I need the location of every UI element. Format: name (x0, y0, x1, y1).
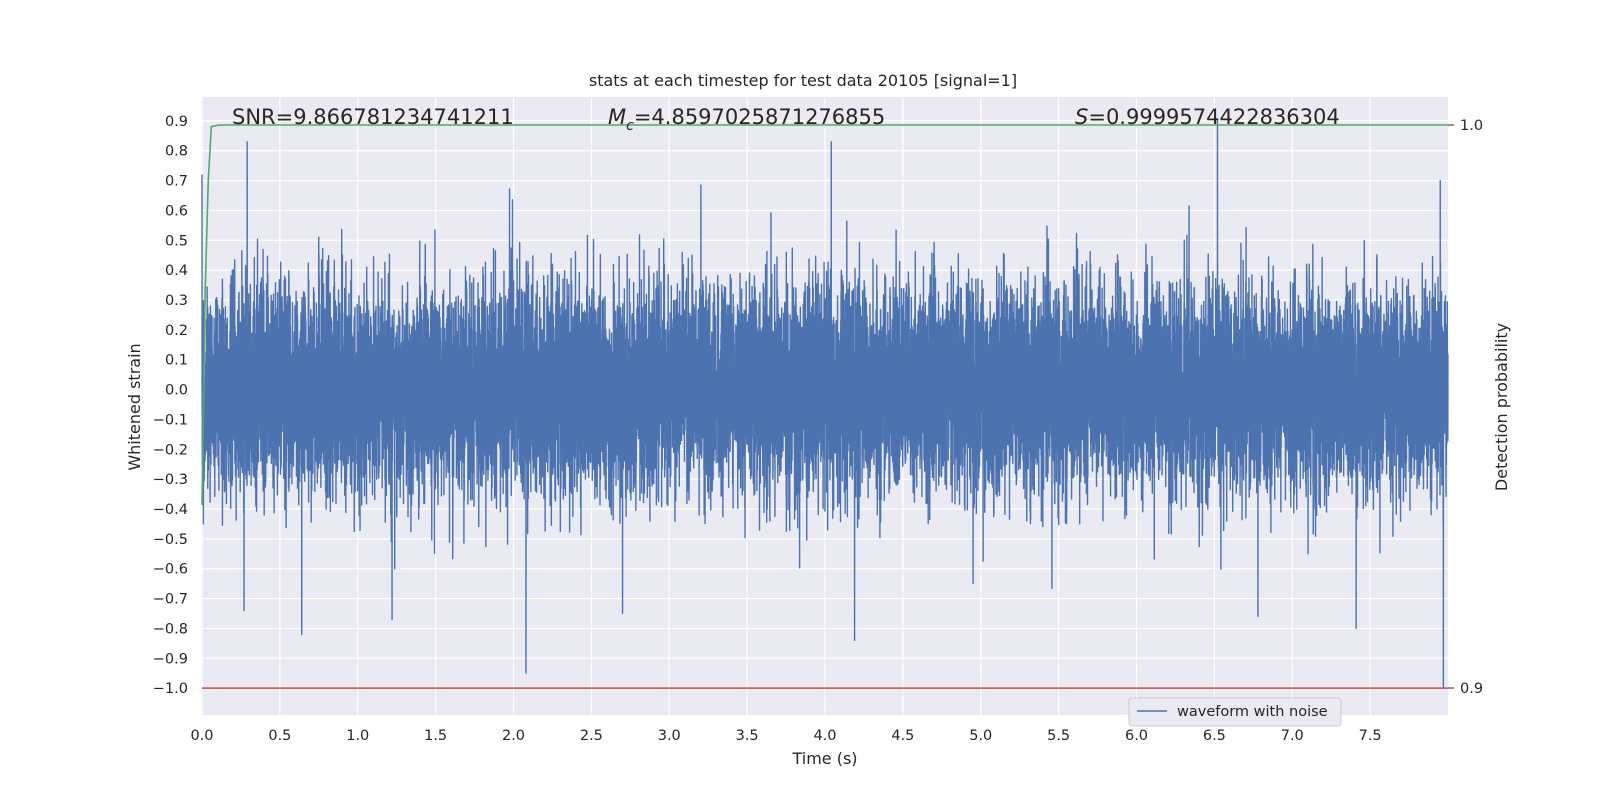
y-tick-label: −0.8 (153, 621, 188, 637)
chirp-mass-annotation: Mc=4.8597025871276855 (608, 105, 885, 134)
s-annotation: S=0.9999574422836304 (1075, 105, 1340, 129)
legend-label: waveform with noise (1177, 704, 1328, 720)
legend: waveform with noise (1128, 697, 1342, 727)
x-tick-label: 1.5 (424, 728, 447, 744)
y-tick-label: −0.4 (153, 502, 188, 518)
x-tick-label: 7.0 (1281, 728, 1304, 744)
y-axis-ticks: 0.9 0.8 0.7 0.6 0.5 0.4 0.3 0.2 0.1 0.0 −0.1 −0.2 −0… (153, 114, 188, 697)
snr-annotation: SNR=9.866781234741211 (232, 105, 514, 129)
y-tick-label: −0.6 (153, 562, 188, 578)
y-tick-label: 0.2 (165, 323, 188, 339)
x-tick-label: 2.0 (502, 728, 525, 744)
x-tick-label: 5.0 (969, 728, 992, 744)
x-tick-label: 5.5 (1047, 728, 1070, 744)
y-tick-label: 0.7 (165, 174, 188, 190)
x-tick-label: 0.5 (268, 728, 291, 744)
x-tick-label: 3.5 (736, 728, 759, 744)
x-axis-ticks: 0.0 0.5 1.0 1.5 2.0 2.5 3.0 3.5 4.0 4.5 5.0 5.5 6.0 6… (190, 728, 1381, 744)
x-tick-label: 6.0 (1125, 728, 1148, 744)
y2-axis-label: Detection probability (1492, 323, 1511, 491)
y-tick-label: 0.9 (165, 114, 188, 130)
x-tick-label: 6.5 (1203, 728, 1226, 744)
y2-axis-ticks: 1.0 0.9 (1448, 118, 1483, 697)
y-tick-label: 0.4 (165, 263, 188, 279)
waveform-line (201, 120, 1449, 689)
x-tick-label: 4.0 (813, 728, 836, 744)
y-tick-label: −0.2 (153, 442, 188, 458)
x-tick-label: 2.5 (580, 728, 603, 744)
y-tick-label: 0.8 (165, 144, 188, 160)
y-tick-label: −0.9 (153, 651, 188, 667)
y-tick-label: 0.3 (165, 293, 188, 309)
y-tick-label: −1.0 (153, 681, 188, 697)
y-tick-label: −0.1 (153, 412, 188, 428)
y-tick-label: −0.5 (153, 532, 188, 548)
x-tick-label: 4.5 (891, 728, 914, 744)
detection-probability-line (201, 124, 1448, 506)
x-tick-label: 0.0 (190, 728, 213, 744)
y-tick-label: 0.1 (165, 353, 188, 369)
x-tick-label: 3.0 (658, 728, 681, 744)
x-axis-label: Time (s) (791, 749, 857, 768)
legend-box (1128, 697, 1342, 727)
x-tick-label: 1.0 (346, 728, 369, 744)
x-tick-label: 7.5 (1359, 728, 1382, 744)
y-tick-label: −0.3 (153, 472, 188, 488)
y-tick-label: 0.6 (165, 203, 188, 219)
y2-tick-label: 1.0 (1460, 118, 1483, 134)
y2-tick-label: 0.9 (1460, 681, 1483, 697)
y-tick-label: 0.0 (165, 383, 188, 399)
y-tick-label: 0.5 (165, 233, 188, 249)
chart-title: stats at each timestep for test data 201… (589, 71, 1017, 90)
detection-probability-series (201, 124, 1448, 506)
y-axis-label: Whitened strain (125, 343, 144, 470)
y-tick-label: −0.7 (153, 592, 188, 608)
waveform-series (201, 120, 1449, 689)
